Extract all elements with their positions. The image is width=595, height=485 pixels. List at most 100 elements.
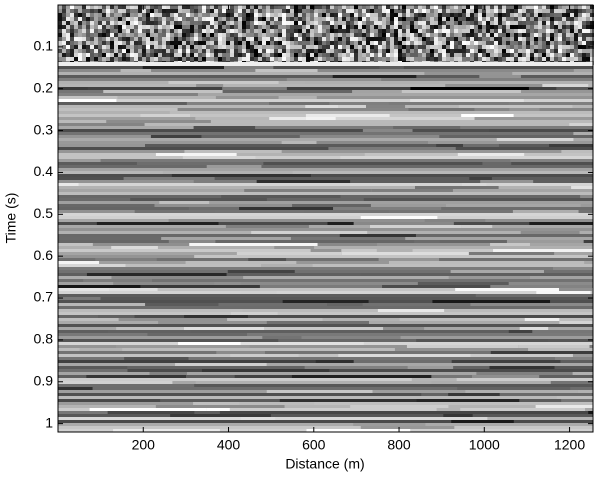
texture-cell: [438, 9, 442, 13]
texture-cell: [150, 29, 154, 33]
texture-cell: [530, 5, 534, 9]
texture-cell: [262, 49, 266, 53]
texture-cell: [470, 45, 474, 49]
texture-cell: [338, 57, 342, 61]
texture-cell: [162, 33, 166, 37]
texture-cell: [406, 37, 410, 41]
texture-cell: [286, 33, 290, 37]
texture-cell: [358, 53, 362, 57]
texture-cell: [358, 57, 362, 61]
x-tick-label: 800: [387, 437, 411, 453]
texture-cell: [118, 53, 122, 57]
texture-cell: [178, 37, 182, 41]
texture-band: [58, 213, 593, 216]
texture-cell: [514, 13, 518, 17]
texture-cell: [294, 33, 298, 37]
texture-band: [58, 96, 593, 99]
texture-cell: [394, 33, 398, 37]
texture-cell: [74, 33, 78, 37]
texture-cell: [334, 49, 338, 53]
texture-band: [305, 81, 439, 84]
texture-band: [58, 138, 593, 141]
texture-cell: [282, 13, 286, 17]
texture-band: [58, 225, 593, 228]
texture-cell: [518, 41, 522, 45]
texture-cell: [574, 37, 578, 41]
texture-cell: [570, 29, 574, 33]
texture-cell: [266, 13, 270, 17]
texture-cell: [446, 25, 450, 29]
texture-band: [546, 207, 593, 210]
texture-band: [117, 96, 216, 99]
texture-band: [58, 387, 593, 390]
texture-cell: [294, 5, 298, 9]
texture-cell: [238, 21, 242, 25]
texture-band: [58, 414, 593, 417]
texture-cell: [478, 9, 482, 13]
texture-cell: [222, 29, 226, 33]
texture-cell: [266, 21, 270, 25]
texture-cell: [502, 25, 506, 29]
texture-cell: [502, 53, 506, 57]
texture-cell: [570, 53, 574, 57]
texture-cell: [586, 13, 590, 17]
texture-cell: [290, 9, 294, 13]
texture-cell: [574, 49, 578, 53]
texture-cell: [390, 5, 394, 9]
texture-cell: [562, 29, 566, 33]
texture-cell: [110, 9, 114, 13]
texture-band: [512, 210, 579, 213]
texture-cell: [206, 45, 210, 49]
texture-cell: [238, 5, 242, 9]
texture-band: [322, 318, 400, 321]
texture-cell: [590, 37, 594, 41]
texture-cell: [294, 21, 298, 25]
texture-cell: [426, 21, 430, 25]
texture-cell: [162, 25, 166, 29]
texture-cell: [414, 5, 418, 9]
texture-cell: [118, 41, 122, 45]
texture-band: [414, 186, 499, 189]
texture-band: [201, 369, 330, 372]
texture-cell: [254, 37, 258, 41]
texture-cell: [202, 57, 206, 61]
texture-cell: [146, 45, 150, 49]
texture-cell: [442, 9, 446, 13]
texture-cell: [170, 17, 174, 21]
texture-cell: [82, 17, 86, 21]
texture-cell: [422, 57, 426, 61]
texture-cell: [362, 9, 366, 13]
texture-cell: [530, 29, 534, 33]
texture-cell: [90, 53, 94, 57]
texture-cell: [470, 37, 474, 41]
texture-band: [58, 381, 173, 384]
texture-cell: [326, 25, 330, 29]
texture-band: [58, 69, 593, 72]
texture-band: [58, 399, 161, 402]
texture-cell: [134, 13, 138, 17]
texture-cell: [574, 5, 578, 9]
x-tick-label: 1000: [469, 437, 500, 453]
texture-band: [58, 144, 593, 147]
texture-cell: [226, 49, 230, 53]
texture-cell: [90, 25, 94, 29]
texture-cell: [402, 41, 406, 45]
texture-cell: [322, 25, 326, 29]
texture-band: [147, 333, 247, 336]
texture-cell: [202, 33, 206, 37]
texture-cell: [526, 45, 530, 49]
texture-band: [450, 270, 544, 273]
texture-cell: [170, 41, 174, 45]
texture-band: [58, 123, 145, 126]
texture-cell: [114, 53, 118, 57]
texture-cell: [442, 29, 446, 33]
texture-cell: [74, 9, 78, 13]
texture-cell: [362, 49, 366, 53]
texture-cell: [142, 9, 146, 13]
texture-cell: [470, 17, 474, 21]
texture-cell: [458, 13, 462, 17]
texture-cell: [226, 53, 230, 57]
texture-cell: [522, 53, 526, 57]
texture-cell: [406, 21, 410, 25]
texture-cell: [146, 29, 150, 33]
